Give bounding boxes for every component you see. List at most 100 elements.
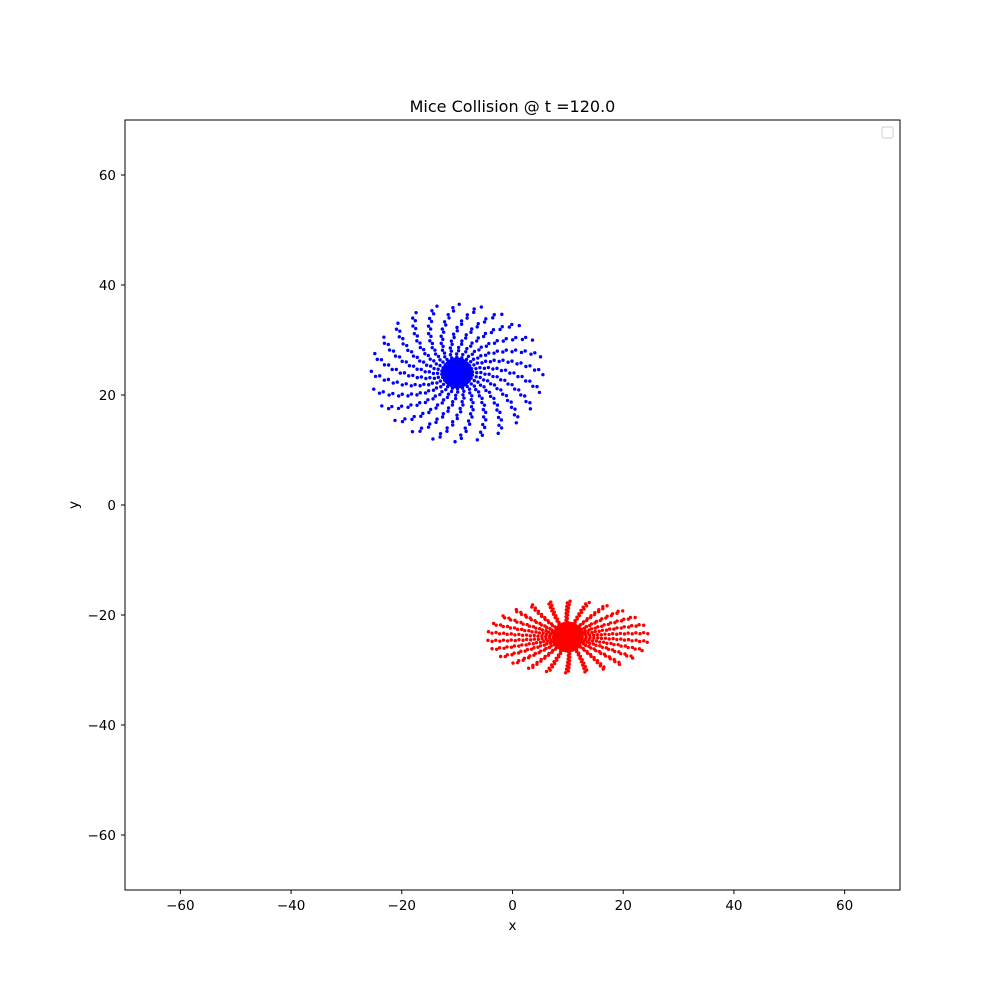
- particle-point: [433, 352, 438, 356]
- particle-point: [589, 622, 594, 626]
- particle-point: [507, 325, 512, 329]
- particle-point: [606, 647, 611, 652]
- particle-point: [476, 390, 481, 394]
- particle-point: [442, 351, 447, 355]
- particle-point: [441, 398, 446, 402]
- particle-point: [531, 384, 535, 388]
- legend-box: [881, 126, 894, 139]
- particle-point: [424, 363, 429, 367]
- particle-point: [445, 395, 450, 400]
- particle-point: [580, 663, 585, 667]
- particle-point: [470, 327, 474, 331]
- particle-point: [441, 382, 446, 386]
- particle-point: [519, 393, 523, 397]
- particle-point: [438, 379, 443, 383]
- particle-point: [497, 632, 502, 636]
- particle-point: [528, 616, 532, 620]
- particle-point: [608, 657, 612, 661]
- particle-point: [480, 433, 485, 437]
- particle-point: [508, 371, 512, 375]
- particle-point: [481, 378, 486, 382]
- particle-point: [523, 649, 527, 653]
- particle-point: [510, 350, 514, 354]
- particle-point: [523, 379, 528, 383]
- particle-point: [619, 637, 623, 641]
- particle-point: [586, 631, 590, 635]
- particle-point: [641, 623, 646, 627]
- particle-point: [592, 636, 596, 640]
- particle-point: [528, 364, 532, 368]
- particle-point: [422, 382, 426, 386]
- particle-point: [382, 363, 387, 367]
- particle-point: [409, 384, 413, 388]
- particle-point: [494, 647, 499, 651]
- particle-point: [536, 634, 540, 638]
- particle-point: [490, 647, 494, 651]
- x-tick-label: 0: [508, 898, 517, 914]
- particle-point: [501, 624, 505, 629]
- particle-point: [495, 403, 500, 407]
- particle-point: [634, 631, 638, 635]
- particle-point: [595, 632, 600, 637]
- particle-point: [458, 406, 462, 411]
- particle-point: [429, 334, 433, 339]
- particle-point: [519, 620, 523, 625]
- particle-point: [530, 630, 534, 634]
- particle-point: [583, 629, 587, 633]
- particle-point: [436, 354, 441, 359]
- particle-point: [404, 382, 408, 386]
- particle-point: [479, 305, 484, 309]
- particle-point: [418, 341, 422, 345]
- particle-point: [598, 644, 602, 648]
- particle-point: [553, 647, 558, 651]
- particle-point: [460, 399, 464, 404]
- particle-point: [391, 391, 395, 396]
- particle-point: [426, 425, 431, 429]
- particle-point: [510, 338, 515, 342]
- particle-point: [607, 627, 612, 631]
- particle-point: [523, 628, 527, 633]
- particle-point: [479, 370, 483, 375]
- particle-point: [468, 391, 472, 395]
- particle-point: [415, 334, 420, 338]
- particle-point: [582, 620, 586, 624]
- particle-point: [542, 643, 546, 647]
- particle-point: [428, 422, 432, 426]
- particle-point: [638, 632, 642, 636]
- particle-point: [593, 626, 597, 630]
- x-axis: −60 −40 −20 0 20 40 60: [166, 890, 853, 914]
- particle-point: [517, 638, 521, 642]
- particle-point: [541, 631, 545, 635]
- particle-point: [597, 608, 601, 612]
- particle-point: [617, 662, 622, 667]
- particle-point: [500, 312, 504, 317]
- particle-point: [498, 654, 503, 659]
- particle-point: [511, 661, 515, 665]
- particle-point: [549, 622, 554, 626]
- particle-point: [426, 398, 430, 402]
- particle-point: [449, 349, 454, 353]
- particle-point: [567, 665, 571, 670]
- particle-point: [409, 350, 414, 354]
- particle-point: [545, 639, 550, 643]
- particle-point: [519, 610, 523, 615]
- particle-point: [382, 378, 387, 382]
- y-tick-label: −40: [88, 718, 117, 734]
- particle-point: [386, 363, 391, 367]
- particle-point: [622, 617, 626, 621]
- particle-point: [536, 637, 541, 642]
- particle-point: [446, 409, 450, 413]
- particle-point: [451, 332, 456, 336]
- particle-point: [505, 645, 509, 649]
- particle-point: [445, 357, 449, 362]
- particle-point: [451, 309, 456, 313]
- particle-point: [369, 369, 374, 374]
- particle-point: [540, 637, 544, 641]
- particle-point: [486, 365, 491, 370]
- particle-point: [411, 373, 415, 378]
- particle-point: [413, 319, 418, 323]
- particle-point: [583, 670, 587, 674]
- particle-point: [456, 349, 461, 353]
- particle-point: [441, 337, 445, 342]
- particle-point: [406, 405, 410, 409]
